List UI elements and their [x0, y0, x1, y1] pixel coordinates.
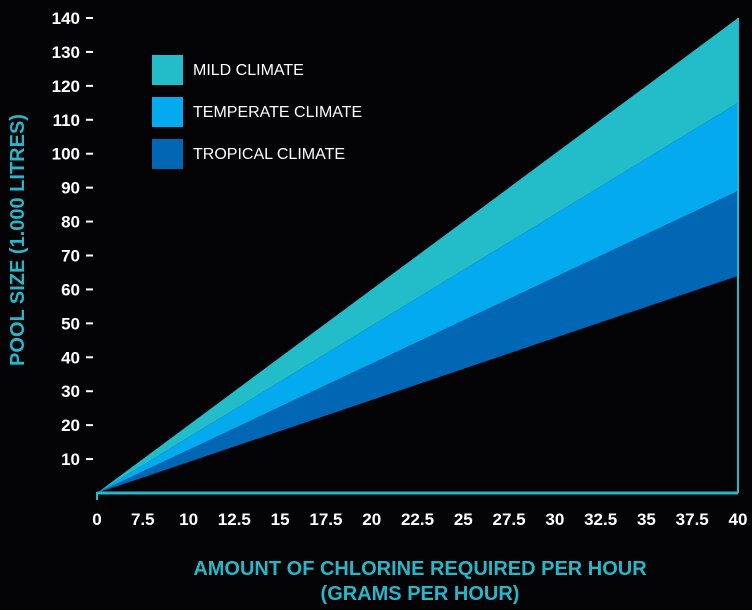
legend: MILD CLIMATE TEMPERATE CLIMATE TROPICAL CL…: [152, 55, 362, 169]
x-axis-ticks: 0 7.5 10 12.5 15 17.5 20 22.5 25 27.5 30 32.5 35 37.5…: [92, 510, 747, 529]
chart-areas: [97, 18, 738, 494]
x-tick-label: 17.5: [309, 510, 342, 529]
series-band-1: [97, 18, 738, 493]
series-band-3: [97, 191, 738, 494]
y-tick-label: 80: [61, 213, 80, 232]
x-tick-label: 7.5: [131, 510, 155, 529]
x-tick-label: 30: [545, 510, 564, 529]
y-tick-label: 70: [61, 247, 80, 266]
legend-swatch: [152, 55, 183, 85]
legend-swatch: [152, 97, 183, 127]
y-tick-label: 100: [52, 145, 80, 164]
y-tick-label: 40: [61, 348, 80, 367]
x-tick-label: 35: [637, 510, 656, 529]
x-tick-label: 27.5: [493, 510, 526, 529]
y-tick-label: 120: [52, 77, 80, 96]
x-tick-label: 15: [271, 510, 290, 529]
y-tick-label: 140: [52, 9, 80, 28]
legend-swatch: [152, 139, 183, 169]
y-tick-label: 50: [61, 314, 80, 333]
x-tick-label: 22.5: [401, 510, 434, 529]
y-tick-label: 130: [52, 43, 80, 62]
x-tick-label: 0: [92, 510, 101, 529]
x-tick-label: 40: [729, 510, 748, 529]
legend-label: TROPICAL CLIMATE: [193, 146, 345, 163]
x-axis-title-line-2: (GRAMS PER HOUR): [321, 583, 520, 605]
x-tick-label: 37.5: [676, 510, 709, 529]
x-tick-label: 10: [179, 510, 198, 529]
x-tick-label: 32.5: [584, 510, 617, 529]
legend-label: TEMPERATE CLIMATE: [193, 104, 362, 121]
x-tick-label: 20: [362, 510, 381, 529]
y-tick-label: 20: [61, 416, 80, 435]
x-tick-label: 12.5: [218, 510, 251, 529]
series-band-2: [97, 102, 738, 494]
y-tick-label: 90: [61, 179, 80, 198]
x-axis-title-line-1: AMOUNT OF CHLORINE REQUIRED PER HOUR: [193, 558, 647, 580]
y-tick-label: 110: [53, 111, 80, 130]
y-tick-label: 60: [61, 280, 80, 299]
chart-axes: [96, 18, 739, 500]
legend-label: MILD CLIMATE: [193, 62, 304, 79]
y-tick-label: 30: [61, 382, 80, 401]
x-tick-label: 25: [454, 510, 473, 529]
y-axis-title: POOL SIZE (1.000 LITRES): [7, 114, 29, 366]
y-axis-ticks: 10 20 30 40 50 60 70 80 90 100 110 120 130 140: [52, 9, 93, 469]
y-tick-label: 10: [61, 450, 80, 469]
